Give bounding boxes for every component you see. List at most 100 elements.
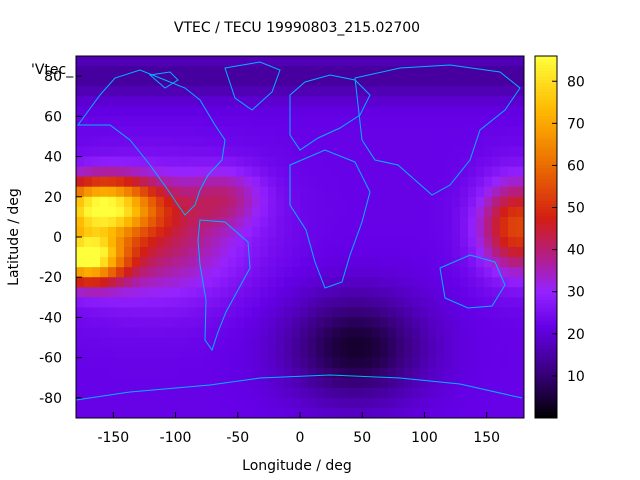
heatmap-cell xyxy=(308,66,317,77)
heatmap-cell xyxy=(388,126,397,137)
heatmap-cell xyxy=(372,76,381,87)
heatmap-cell xyxy=(308,126,317,137)
heatmap-cell xyxy=(460,277,469,288)
heatmap-cell xyxy=(452,76,461,87)
heatmap-cell xyxy=(84,146,93,158)
heatmap-cell xyxy=(396,317,405,328)
heatmap-cell xyxy=(412,407,421,419)
heatmap-cell xyxy=(340,156,349,168)
heatmap-cell xyxy=(372,146,381,158)
heatmap-cell xyxy=(324,166,333,178)
heatmap-cell xyxy=(212,56,221,67)
heatmap-cell xyxy=(380,257,389,268)
heatmap-cell xyxy=(156,166,165,178)
heatmap-cell xyxy=(356,86,365,97)
heatmap-cell xyxy=(148,277,157,288)
heatmap-cell xyxy=(212,176,221,188)
heatmap-cell xyxy=(244,56,253,67)
colorbar-swatch xyxy=(535,215,557,220)
heatmap-cell xyxy=(220,347,229,359)
heatmap-cell xyxy=(172,176,181,188)
heatmap-cell xyxy=(356,206,365,218)
colorbar-swatch xyxy=(535,390,557,395)
heatmap-cell xyxy=(92,347,101,359)
heatmap-cell xyxy=(284,297,293,308)
heatmap-cell xyxy=(460,116,469,127)
heatmap-cell xyxy=(188,377,197,389)
heatmap-cell xyxy=(444,196,453,208)
colorbar-swatch xyxy=(535,363,557,368)
heatmap-cell xyxy=(148,136,157,147)
heatmap-cell xyxy=(220,176,229,188)
heatmap-cell xyxy=(460,317,469,328)
heatmap-cell xyxy=(460,86,469,97)
heatmap-cell xyxy=(356,196,365,208)
heatmap-cell xyxy=(436,297,445,308)
heatmap-cell xyxy=(444,387,453,399)
heatmap-cell xyxy=(124,126,133,137)
heatmap-cell xyxy=(124,347,133,359)
heatmap-cell xyxy=(172,367,181,379)
heatmap-cell xyxy=(236,176,245,188)
heatmap-cell xyxy=(204,267,213,278)
heatmap-cell xyxy=(356,337,365,349)
heatmap-cell xyxy=(236,146,245,158)
colorbar-swatch xyxy=(535,237,557,241)
heatmap-cell xyxy=(220,126,229,137)
heatmap-cell xyxy=(356,307,365,318)
heatmap-cell xyxy=(100,86,109,97)
heatmap-cell xyxy=(76,357,85,369)
heatmap-cell xyxy=(436,56,445,67)
heatmap-cell xyxy=(292,257,301,268)
heatmap-cell xyxy=(396,226,405,238)
heatmap-cell xyxy=(172,126,181,137)
heatmap-cell xyxy=(188,76,197,87)
heatmap-cell xyxy=(404,237,413,248)
heatmap-cell xyxy=(116,126,125,137)
heatmap-cell xyxy=(468,226,477,238)
heatmap-cell xyxy=(340,146,349,158)
heatmap-cell xyxy=(420,146,429,158)
heatmap-cell xyxy=(436,76,445,87)
heatmap-cell xyxy=(92,367,101,379)
heatmap-cell xyxy=(460,136,469,147)
heatmap-cell xyxy=(252,307,261,318)
heatmap-cell xyxy=(292,86,301,97)
heatmap-cell xyxy=(108,367,117,379)
heatmap-cell xyxy=(148,377,157,389)
heatmap-cell xyxy=(212,156,221,168)
heatmap-cell xyxy=(380,287,389,298)
colorbar-swatch xyxy=(535,393,557,398)
heatmap-cell xyxy=(92,146,101,158)
heatmap-cell xyxy=(412,86,421,97)
heatmap-cell xyxy=(348,387,357,399)
heatmap-cell xyxy=(372,317,381,328)
heatmap-cell xyxy=(276,126,285,137)
heatmap-cell xyxy=(428,116,437,127)
heatmap-cell xyxy=(444,216,453,228)
heatmap-cell xyxy=(428,56,437,67)
colorbar-swatch xyxy=(535,366,557,371)
heatmap-cell xyxy=(284,156,293,168)
heatmap-cell xyxy=(220,96,229,107)
heatmap-cell xyxy=(388,226,397,238)
heatmap-cell xyxy=(364,186,373,198)
heatmap-cell xyxy=(148,387,157,399)
heatmap-cell xyxy=(332,337,341,349)
heatmap-plot-area xyxy=(76,56,525,419)
heatmap-cell xyxy=(460,387,469,399)
heatmap-cell xyxy=(252,397,261,409)
heatmap-cell xyxy=(428,327,437,339)
heatmap-cell xyxy=(260,196,269,208)
heatmap-cell xyxy=(172,327,181,339)
heatmap-cell xyxy=(276,56,285,67)
heatmap-cell xyxy=(172,86,181,97)
heatmap-cell xyxy=(420,206,429,218)
heatmap-cell xyxy=(316,387,325,399)
heatmap-cell xyxy=(212,337,221,349)
heatmap-cell xyxy=(148,186,157,198)
heatmap-cell xyxy=(412,337,421,349)
heatmap-cell xyxy=(308,76,317,87)
heatmap-cell xyxy=(316,297,325,308)
